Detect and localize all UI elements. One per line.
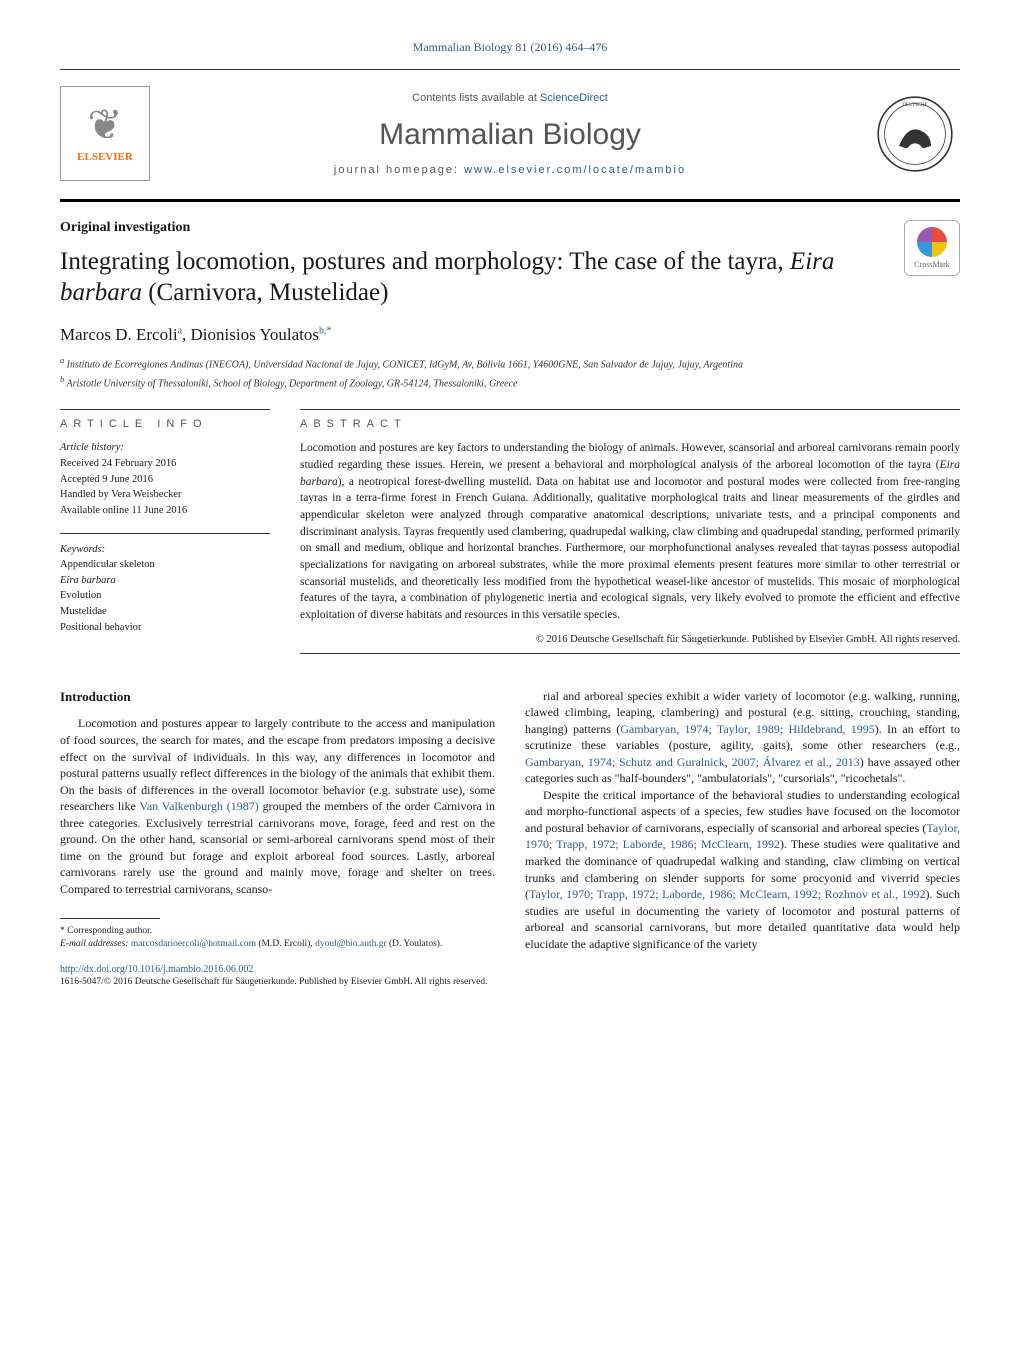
publisher-logo[interactable]: ❦ ELSEVIER (60, 86, 150, 181)
citation-link[interactable]: Gambaryan, 1974; Taylor, 1989; Hildebran… (620, 722, 875, 736)
article-history: Article history: Received 24 February 20… (60, 440, 270, 519)
author-list: Marcos D. Ercolia, Dionisios Youlatosb,* (60, 325, 960, 345)
history-handled: Handled by Vera Weisbecker (60, 487, 270, 503)
bottom-copyright: 1616-5047/© 2016 Deutsche Gesellschaft f… (60, 977, 960, 987)
masthead: ❦ ELSEVIER Contents lists available at S… (60, 80, 960, 189)
society-seal-icon: DEUTSCHE (875, 94, 955, 174)
history-received: Received 24 February 2016 (60, 456, 270, 472)
body-left-column: Introduction Locomotion and postures app… (60, 688, 495, 953)
crossmark-label: CrossMark (914, 260, 950, 269)
doi-line: http://dx.doi.org/10.1016/j.mambio.2016.… (60, 964, 960, 975)
corr-label: * Corresponding author. (60, 925, 495, 938)
publisher-name: ELSEVIER (77, 151, 133, 163)
body-paragraph: Despite the critical importance of the b… (525, 787, 960, 952)
article-category: Original investigation (60, 220, 904, 236)
divider-thick (60, 199, 960, 202)
keywords-label: Keywords: (60, 544, 270, 555)
society-logo: DEUTSCHE (870, 86, 960, 181)
email-label: E-mail addresses: (60, 939, 129, 949)
contents-line: Contents lists available at ScienceDirec… (166, 92, 854, 104)
keyword: Positional behavior (60, 620, 270, 636)
title-part-2: (Carnivora, Mustelidae) (142, 279, 388, 306)
author: Dionisios Youlatosb,* (191, 325, 332, 344)
history-accepted: Accepted 9 June 2016 (60, 472, 270, 488)
affiliation-sup: a (60, 356, 64, 365)
body-columns: Introduction Locomotion and postures app… (60, 688, 960, 953)
doi-link[interactable]: http://dx.doi.org/10.1016/j.mambio.2016.… (60, 964, 253, 975)
abstract-heading: abstract (300, 409, 960, 430)
divider-top (60, 69, 960, 70)
journal-title: Mammalian Biology (166, 118, 854, 152)
email-link[interactable]: marcosdarioercoli@hotmail.com (131, 939, 256, 949)
elsevier-tree-icon: ❦ (87, 105, 122, 147)
abstract-copyright: © 2016 Deutsche Gesellschaft für Säugeti… (300, 634, 960, 645)
citation-link[interactable]: Taylor, 1970; Trapp, 1972; Laborde, 1986… (529, 887, 926, 901)
citation-link[interactable]: Van Valkenburgh (1987) (139, 799, 258, 813)
affiliation: a Instituto de Ecorregiones Andinas (INE… (60, 355, 960, 372)
keywords-list: Appendicular skeletonEira barbaraEvoluti… (60, 557, 270, 636)
info-divider (60, 533, 270, 534)
contents-prefix: Contents lists available at (412, 92, 540, 104)
keyword: Mustelidae (60, 604, 270, 620)
title-part-1: Integrating locomotion, postures and mor… (60, 248, 790, 275)
corresponding-author-note: * Corresponding author. E-mail addresses… (60, 925, 495, 952)
abstract-text: Locomotion and postures are key factors … (300, 440, 960, 623)
body-paragraph: Locomotion and postures appear to largel… (60, 715, 495, 897)
email-line: E-mail addresses: marcosdarioercoli@hotm… (60, 938, 495, 951)
journal-reference: Mammalian Biology 81 (2016) 464–476 (60, 40, 960, 55)
homepage-link[interactable]: www.elsevier.com/locate/mambio (464, 164, 686, 176)
keyword: Evolution (60, 588, 270, 604)
history-label: Article history: (60, 440, 270, 456)
body-paragraph: rial and arboreal species exhibit a wide… (525, 688, 960, 787)
abstract-column: abstract Locomotion and postures are key… (300, 409, 960, 653)
keyword: Eira barbara (60, 573, 270, 589)
affiliation: b Aristotle University of Thessaloniki, … (60, 374, 960, 391)
article-info-column: article info Article history: Received 2… (60, 409, 270, 653)
author: Marcos D. Ercolia (60, 325, 182, 344)
homepage-prefix: journal homepage: (334, 164, 464, 176)
abstract-part-1: Locomotion and postures are key factors … (300, 442, 960, 471)
keyword: Appendicular skeleton (60, 557, 270, 573)
body-right-column: rial and arboreal species exhibit a wide… (525, 688, 960, 953)
affiliation-sup: b (60, 375, 64, 384)
author-affil-sup: b,* (319, 325, 332, 336)
svg-text:DEUTSCHE: DEUTSCHE (902, 103, 927, 108)
crossmark-badge[interactable]: CrossMark (904, 220, 960, 276)
section-heading-introduction: Introduction (60, 688, 495, 706)
masthead-center: Contents lists available at ScienceDirec… (166, 92, 854, 176)
article-info-heading: article info (60, 409, 270, 430)
sciencedirect-link[interactable]: ScienceDirect (540, 92, 608, 104)
author-affil-sup: a (178, 325, 182, 336)
history-online: Available online 11 June 2016 (60, 503, 270, 519)
abstract-part-2: ), a neotropical forest-dwelling musteli… (300, 476, 960, 621)
email-link[interactable]: dyoul@bio.auth.gr (315, 939, 387, 949)
article-title: Integrating locomotion, postures and mor… (60, 246, 904, 309)
homepage-line: journal homepage: www.elsevier.com/locat… (166, 164, 854, 176)
abstract-bottom-rule (300, 653, 960, 654)
citation-link[interactable]: Taylor, 1970; Trapp, 1972; Laborde, 1986… (525, 821, 960, 852)
footnote-rule (60, 918, 160, 919)
citation-link[interactable]: Gambaryan, 1974; Schutz and Guralnick, 2… (525, 755, 860, 769)
crossmark-icon (917, 227, 947, 257)
